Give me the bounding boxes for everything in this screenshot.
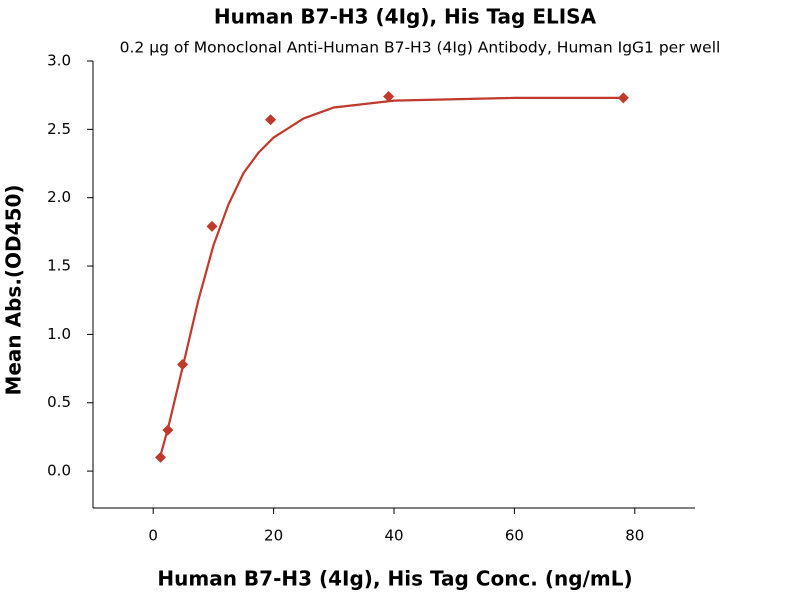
chart-title: Human B7-H3 (4Ig), His Tag ELISA <box>214 5 597 29</box>
y-tick-label: 3.0 <box>47 52 71 70</box>
x-tick-label: 60 <box>505 527 524 545</box>
y-tick-label: 2.5 <box>47 120 71 138</box>
x-axis-label: Human B7-H3 (4Ig), His Tag Conc. (ng/mL) <box>157 567 632 591</box>
data-point <box>177 358 189 370</box>
chart-subtitle: 0.2 μg of Monoclonal Anti-Human B7-H3 (4… <box>120 39 721 57</box>
data-point <box>617 92 629 104</box>
fit-curve <box>158 96 623 461</box>
y-tick-label: 1.0 <box>47 325 71 343</box>
x-tick-label: 40 <box>384 527 403 545</box>
data-point <box>206 220 218 232</box>
y-axis-label: Mean Abs.(OD450) <box>2 184 26 395</box>
y-tick-label: 0.0 <box>47 462 71 480</box>
data-point <box>155 451 167 463</box>
x-tick-label: 20 <box>264 527 283 545</box>
y-tick-label: 2.0 <box>47 188 71 206</box>
y-tick-label: 1.5 <box>47 257 71 275</box>
x-tick-label: 80 <box>625 527 644 545</box>
data-point <box>383 91 395 103</box>
y-tick-label: 0.5 <box>47 393 71 411</box>
x-tick-label: 0 <box>148 527 158 545</box>
data-point <box>162 424 174 436</box>
data-point <box>265 114 277 126</box>
